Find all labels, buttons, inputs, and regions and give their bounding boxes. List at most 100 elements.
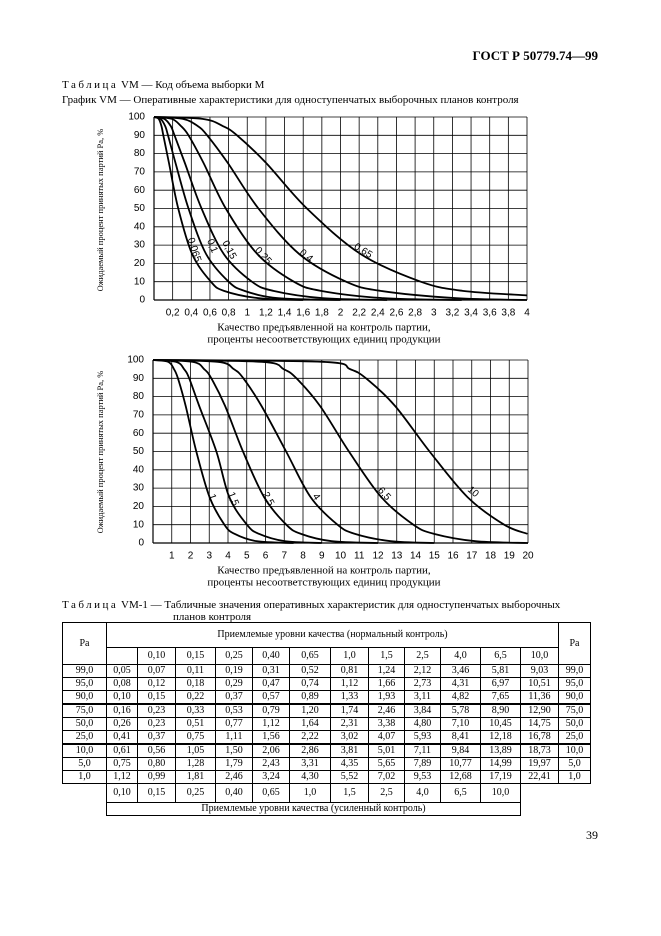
table-title: VM-1 — Табличные значения оперативных ха… [121, 599, 561, 611]
table-cell: 0,79 [252, 703, 290, 718]
y-tick-label: 40 [134, 221, 146, 232]
x-tick-label: 1 [244, 308, 250, 319]
y-axis-label: Ожидаемый процент принятых партий Pa, % [95, 129, 105, 292]
table-cell: 1,12 [106, 770, 138, 784]
table-cell: 2,43 [252, 757, 290, 771]
table-cell: 0,41 [106, 730, 138, 745]
level: 0,15 [175, 647, 216, 665]
table-title-2: планов контроля [173, 611, 252, 623]
x-tick-label: 1,8 [315, 308, 329, 319]
y-tick-label: 80 [134, 148, 146, 159]
table-cell: 0,51 [175, 717, 216, 731]
table-cell: 2,86 [289, 743, 331, 758]
blank [521, 784, 559, 803]
curve [153, 359, 294, 544]
table-cell: 0,80 [137, 757, 176, 771]
table-cell: 3,46 [440, 664, 481, 678]
caption-label: Таблица [62, 79, 119, 91]
y-tick-label: 90 [134, 130, 146, 141]
table-cell: 0,11 [175, 664, 216, 678]
table-cell: 0,37 [215, 690, 253, 705]
table-cell: 17,19 [480, 770, 521, 784]
table-cell: 75,0 [558, 703, 591, 718]
table-cell: 2,12 [404, 664, 441, 678]
tightened-header-row: Приемлемые уровни качества (усиленный ко… [63, 802, 591, 816]
table-cell: 1,56 [252, 730, 290, 745]
table-cell: 4,82 [440, 690, 481, 705]
table-cell: 13,89 [480, 743, 521, 758]
header-row: Pa Приемлемые уровни качества (нормальный… [62, 622, 591, 665]
table-cell: 10,45 [480, 717, 521, 731]
table-cell: 4,07 [368, 730, 405, 745]
table-cell: 5,93 [404, 730, 441, 745]
table-cell: 50,0 [558, 717, 591, 731]
table-cell: 0,23 [137, 717, 176, 731]
table-cell: 16,78 [520, 730, 559, 745]
table-cell: 3,02 [330, 730, 369, 745]
x-tick-label: 2,8 [408, 308, 422, 319]
table-cell: 25,0 [558, 730, 591, 745]
curve-label: 0,1 [204, 238, 220, 255]
table-cell: 0,23 [137, 703, 176, 718]
table-cell: 4,35 [330, 757, 369, 771]
table-cell: 11,36 [520, 690, 559, 705]
table-cell: 10,77 [440, 757, 481, 771]
x-tick-label: 3,4 [464, 308, 478, 319]
curve [154, 116, 527, 301]
x-tick-label: 0,8 [222, 308, 236, 319]
data-row: 5,0 0,75 0,80 1,28 1,79 2,43 3,31 4,35 5,65 7,89 1… [62, 757, 591, 771]
data-row: 50,0 0,26 0,23 0,51 0,77 1,12 1,64 2,31 3,38 4,80… [62, 717, 591, 731]
x-tick-label: 14 [410, 551, 422, 562]
table-cell: 2,73 [404, 677, 441, 691]
level: 0,25 [215, 647, 253, 665]
table-cell: 3,84 [404, 703, 441, 718]
level: 0,65 [289, 647, 331, 665]
curve [153, 359, 322, 544]
corner: Pa [558, 622, 591, 665]
table-cell: 1,20 [289, 703, 331, 718]
level: 0,10 [106, 783, 138, 803]
data-row: 1,0 1,12 0,99 1,81 2,46 3,24 4,30 5,52 7,02 9,53 1… [62, 770, 591, 784]
level: 6,5 [480, 647, 521, 665]
x-tick-label: 3,6 [483, 308, 497, 319]
table-cell: 0,15 [137, 690, 176, 705]
table-cell: 1,05 [175, 743, 216, 758]
tightened-row: 0,10 0,15 0,25 0,40 0,65 1,0 1,5 2,5 4,0 6,5 10,0 [63, 783, 591, 803]
table-cell: 99,0 [558, 664, 591, 678]
blank [559, 784, 591, 803]
curve [154, 116, 462, 301]
table-cell: 8,41 [440, 730, 481, 745]
table-cell: 1,11 [215, 730, 253, 745]
x-tick-label: 7 [281, 551, 287, 562]
level: 1,5 [330, 783, 369, 803]
table-cell: 1,93 [368, 690, 405, 705]
table-cell: 0,05 [106, 664, 138, 678]
caption: Таблица VM — Код объема выборки М [62, 79, 264, 91]
x-tick-label: 15 [429, 551, 441, 562]
x-tick-label: 12 [372, 551, 384, 562]
table-cell: 7,11 [404, 743, 441, 758]
table-cell: 22,41 [520, 770, 559, 784]
table-cell: 1,0 [558, 770, 591, 784]
curve-label: 0,4 [297, 247, 315, 265]
level-row: 0,10 0,15 0,25 0,40 0,65 1,0 1,5 2,5 4,0 6,5 10,0 [63, 647, 591, 665]
y-tick-label: 40 [133, 464, 145, 475]
table-cell: 1,66 [368, 677, 405, 691]
curve [154, 116, 341, 301]
table-cell: 0,18 [175, 677, 216, 691]
table-cell: 0,26 [106, 717, 138, 731]
blank [559, 803, 591, 816]
table-cell: 2,31 [330, 717, 369, 731]
table-cell: 0,53 [215, 703, 253, 718]
blank [521, 803, 559, 816]
x-axis-label: Качество предъявленной на контроль парти… [217, 322, 431, 334]
x-tick-label: 3 [431, 308, 437, 319]
table-cell: 1,12 [252, 717, 290, 731]
level: 0,40 [252, 647, 290, 665]
table-cell: 2,22 [289, 730, 331, 745]
curve [154, 116, 304, 301]
corner: Pa [62, 622, 107, 665]
x-tick-label: 19 [504, 551, 516, 562]
level: 0,10 [137, 647, 176, 665]
page-number: 39 [586, 828, 598, 842]
